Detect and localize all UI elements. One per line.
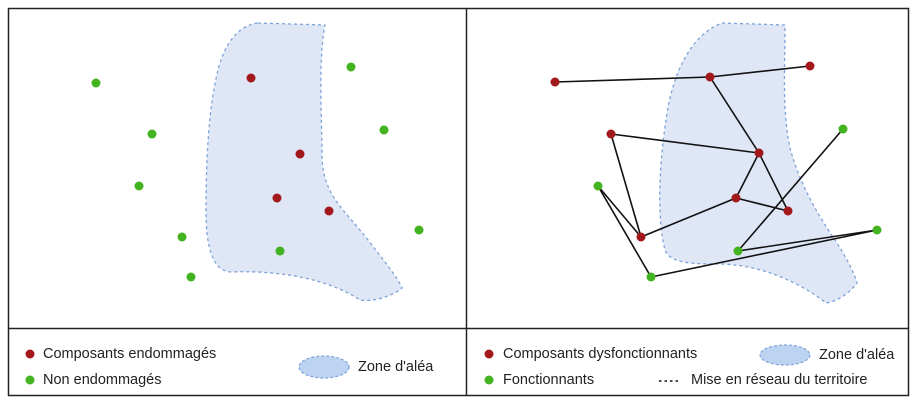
network-link — [709, 76, 760, 154]
dysfunctional-node — [550, 77, 560, 87]
left-healthy-points — [91, 62, 424, 282]
network-link — [709, 65, 811, 78]
legend-damaged-label: Composants endommagés — [43, 346, 217, 362]
legend-zone-swatch — [298, 355, 350, 379]
dysfunctional-node — [705, 72, 715, 82]
functional-node — [838, 124, 848, 134]
legend-zone-label-right: Zone d'aléa — [819, 347, 895, 363]
dysfunctional-node — [606, 129, 616, 139]
healthy-point — [147, 129, 157, 139]
healthy-point — [177, 232, 187, 242]
network-nodes — [550, 61, 882, 282]
healthy-point — [346, 62, 356, 72]
legend-functional-label: Fonctionnants — [503, 372, 595, 388]
network-link — [735, 152, 760, 199]
healthy-point — [414, 225, 424, 235]
legend-damaged-marker — [25, 349, 35, 359]
legend-healthy-marker — [25, 375, 35, 385]
legend-dysfunctional-marker — [484, 349, 494, 359]
network-links — [554, 65, 878, 278]
dysfunctional-node — [783, 206, 793, 216]
network-link — [554, 76, 711, 83]
functional-node — [593, 181, 603, 191]
network-link — [650, 229, 878, 278]
legend-network-label: Mise en réseau du territoire — [691, 372, 868, 388]
network-link — [610, 133, 760, 154]
network-link — [735, 197, 789, 212]
healthy-point — [91, 78, 101, 88]
left-damaged-points — [246, 73, 334, 216]
dysfunctional-node — [731, 193, 741, 203]
network-link — [737, 128, 844, 252]
damaged-point — [324, 206, 334, 216]
network-link — [640, 197, 737, 238]
network-link — [597, 185, 642, 238]
legend-zone-swatch-right — [759, 344, 811, 366]
healthy-point — [379, 125, 389, 135]
legend-zone-label: Zone d'aléa — [358, 359, 434, 375]
damaged-point — [295, 149, 305, 159]
functional-node — [733, 246, 743, 256]
network-link — [758, 152, 789, 212]
damaged-point — [272, 193, 282, 203]
functional-node — [646, 272, 656, 282]
healthy-point — [186, 272, 196, 282]
left-hazard-zone — [205, 22, 403, 302]
dysfunctional-node — [636, 232, 646, 242]
legend-functional-marker — [484, 375, 494, 385]
network-link — [597, 185, 652, 278]
dysfunctional-node — [805, 61, 815, 71]
damaged-point — [246, 73, 256, 83]
dysfunctional-node — [754, 148, 764, 158]
network-link — [737, 229, 878, 252]
healthy-point — [134, 181, 144, 191]
healthy-point — [275, 246, 285, 256]
right-hazard-zone — [659, 22, 858, 304]
legend-dysfunctional-label: Composants dysfonctionnants — [503, 346, 698, 362]
functional-node — [872, 225, 882, 235]
network-link — [610, 133, 642, 238]
legend-healthy-label: Non endommagés — [43, 372, 162, 388]
outer-frame — [7, 7, 910, 397]
